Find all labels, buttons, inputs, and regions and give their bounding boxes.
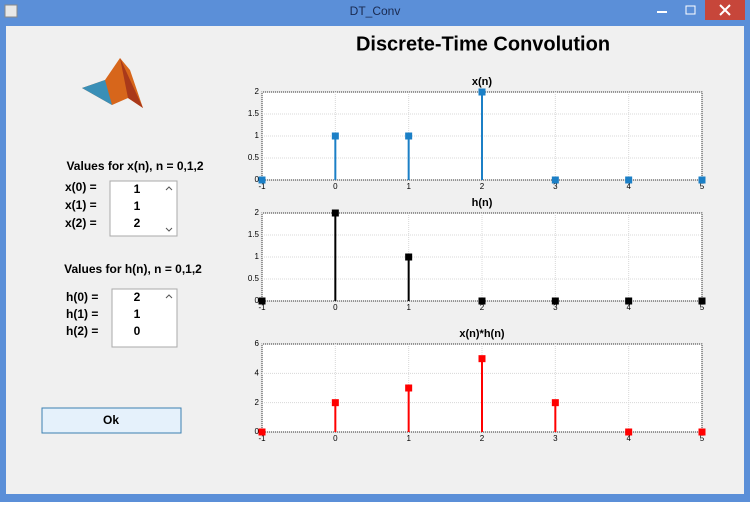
maximize-button[interactable] [685, 5, 696, 15]
y-tick-label: 2 [255, 87, 260, 96]
x-tick-label: -1 [258, 434, 266, 443]
y-tick-label: 0 [255, 296, 260, 305]
x-tick-label: 2 [480, 182, 485, 191]
stem-marker [331, 399, 339, 407]
x-tick-label: 5 [700, 303, 705, 312]
stem-marker [625, 428, 633, 436]
stem-marker [698, 297, 706, 305]
y-tick-label: 2 [255, 208, 260, 217]
y-tick-label: 2 [255, 398, 260, 407]
h-input-label: Values for h(n), n = 0,1,2 [64, 262, 202, 276]
x-input-label: Values for x(n), n = 0,1,2 [66, 159, 203, 173]
scroll-arrows[interactable] [165, 186, 173, 232]
x-tick-label: 2 [480, 303, 485, 312]
stem-marker [258, 297, 266, 305]
row-label: h(1) = [66, 307, 98, 321]
y-tick-label: 1.5 [248, 109, 260, 118]
x-tick-label: 1 [406, 182, 411, 191]
window-title: DT_Conv [350, 4, 401, 18]
row-label: x(1) = [65, 198, 97, 212]
row-label: h(0) = [66, 290, 98, 304]
stem-marker [478, 355, 486, 363]
matlab-logo [82, 58, 143, 108]
heading: Discrete-Time Convolution [356, 33, 610, 55]
stem-marker [551, 176, 559, 184]
x-tick-label: 5 [700, 434, 705, 443]
x-listbox[interactable] [109, 180, 178, 237]
x-tick-label: -1 [258, 303, 266, 312]
stem-marker [478, 297, 486, 305]
chart-title: x(n) [472, 76, 493, 88]
x-tick-label: -1 [258, 182, 266, 191]
list-value: 2 [134, 216, 141, 230]
x-tick-label: 0 [333, 182, 338, 191]
close-icon [719, 4, 731, 16]
x-tick-label: 4 [626, 182, 631, 191]
y-tick-label: 6 [255, 339, 260, 348]
app-icon [4, 4, 18, 18]
stem-marker [405, 132, 413, 140]
x-tick-label: 0 [333, 303, 338, 312]
x-tick-label: 4 [626, 303, 631, 312]
row-label: x(2) = [65, 216, 97, 230]
stem-marker [625, 176, 633, 184]
ok-button[interactable] [41, 407, 182, 434]
stem-marker [551, 297, 559, 305]
x-tick-label: 4 [626, 434, 631, 443]
stem-marker [258, 176, 266, 184]
x-tick-label: 2 [480, 434, 485, 443]
chart-title: x(n)*h(n) [459, 328, 505, 340]
x-tick-label: 3 [553, 434, 558, 443]
chart-title: h(n) [472, 197, 493, 209]
stem-marker [478, 88, 486, 96]
row-label: h(2) = [66, 324, 98, 338]
stem-marker [258, 428, 266, 436]
y-tick-label: 0 [255, 175, 260, 184]
stem-marker [405, 253, 413, 261]
y-tick-label: 0.5 [248, 274, 260, 283]
list-value: 1 [134, 307, 141, 321]
y-tick-label: 1.5 [248, 230, 260, 239]
stem-marker [625, 297, 633, 305]
row-label: x(0) = [65, 180, 97, 194]
x-tick-label: 1 [406, 303, 411, 312]
h-listbox[interactable] [111, 288, 178, 348]
y-tick-label: 4 [255, 368, 260, 377]
stem-marker [331, 209, 339, 217]
stem-marker [698, 176, 706, 184]
stem-marker [698, 428, 706, 436]
x-tick-label: 3 [553, 182, 558, 191]
stem-marker [551, 399, 559, 407]
ok-button-label: Ok [103, 413, 119, 427]
list-value: 1 [134, 182, 141, 196]
y-tick-label: 1 [255, 252, 260, 261]
y-tick-label: 0 [255, 427, 260, 436]
x-tick-label: 0 [333, 434, 338, 443]
list-value: 2 [134, 290, 141, 304]
stem-marker [331, 132, 339, 140]
list-value: 0 [134, 324, 141, 338]
x-tick-label: 3 [553, 303, 558, 312]
x-tick-label: 5 [700, 182, 705, 191]
y-tick-label: 0.5 [248, 153, 260, 162]
list-value: 1 [134, 199, 141, 213]
y-tick-label: 1 [255, 131, 260, 140]
scroll-arrows[interactable] [165, 294, 173, 299]
stem-marker [405, 384, 413, 392]
x-tick-label: 1 [406, 434, 411, 443]
